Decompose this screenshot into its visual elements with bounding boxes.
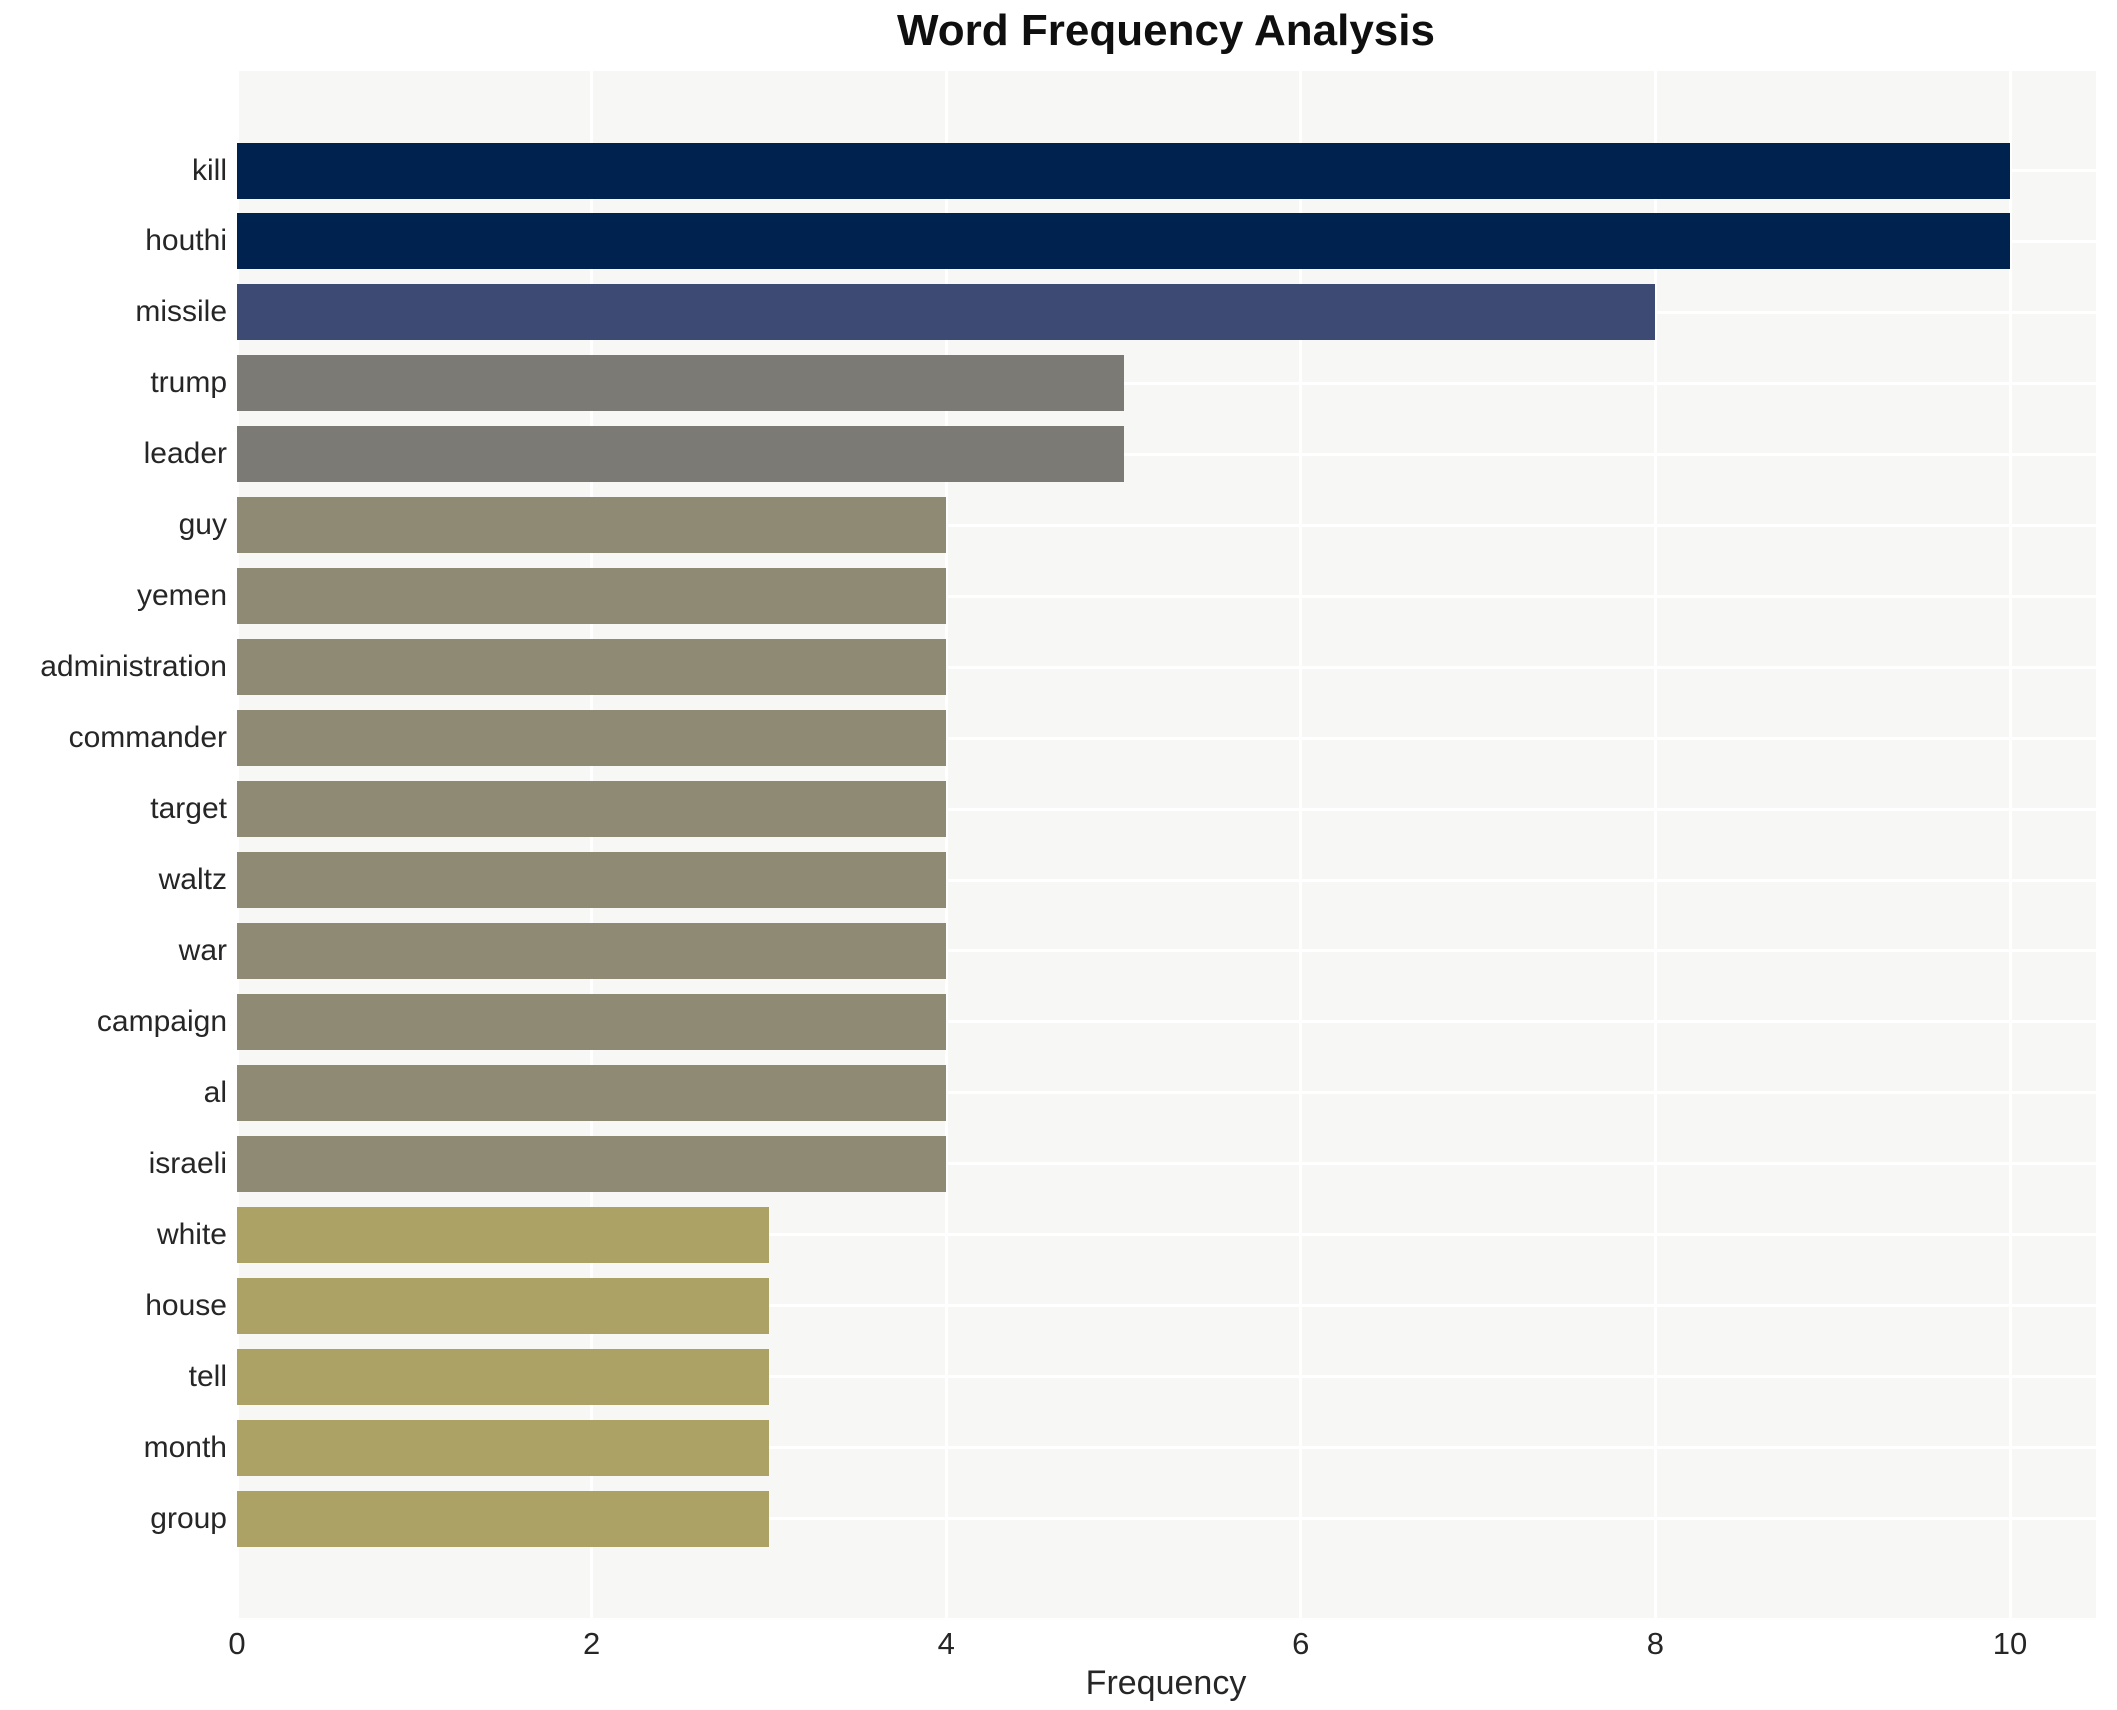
bar-israeli: [237, 1135, 947, 1192]
gridline-horizontal-trump: [237, 381, 2096, 385]
y-tick-label-administration: administration: [40, 650, 227, 684]
gridline-vertical-8: [1653, 71, 1657, 1618]
y-tick-label-tell: tell: [188, 1359, 227, 1393]
y-tick-label-war: war: [178, 933, 227, 967]
y-tick-label-yemen: yemen: [136, 579, 227, 613]
y-tick-label-month: month: [143, 1430, 227, 1464]
bar-administration: [237, 639, 947, 696]
y-tick-label-houthi: houthi: [145, 224, 227, 258]
bar-kill: [237, 142, 2010, 199]
gridline-horizontal-waltz: [237, 878, 2096, 882]
gridline-horizontal-commander: [237, 736, 2096, 740]
y-tick-label-group: group: [150, 1501, 227, 1535]
gridline-horizontal-group: [237, 1517, 2096, 1521]
plot-area: [235, 71, 2096, 1618]
y-tick-label-target: target: [150, 792, 227, 826]
y-tick-label-house: house: [145, 1288, 227, 1322]
gridline-horizontal-leader: [237, 452, 2096, 456]
y-tick-label-israeli: israeli: [148, 1146, 227, 1180]
gridline-vertical-6: [1299, 71, 1303, 1618]
bar-target: [237, 781, 947, 838]
gridline-vertical-10: [2008, 71, 2012, 1618]
y-tick-label-campaign: campaign: [96, 1004, 227, 1038]
gridline-horizontal-israeli: [237, 1162, 2096, 1166]
gridline-horizontal-campaign: [237, 1020, 2096, 1024]
bar-white: [237, 1206, 769, 1263]
x-axis-title: Frequency: [1085, 1664, 1247, 1702]
y-tick-label-waltz: waltz: [158, 863, 227, 896]
bar-guy: [237, 497, 947, 554]
x-tick-label-0: 0: [228, 1626, 246, 1661]
gridline-horizontal-war: [237, 949, 2096, 953]
bar-houthi: [237, 213, 2010, 270]
gridline-horizontal-house: [237, 1304, 2096, 1308]
y-tick-label-trump: trump: [150, 366, 227, 400]
gridline-horizontal-month: [237, 1446, 2096, 1450]
x-tick-label-4: 4: [937, 1626, 955, 1661]
y-tick-label-white: white: [156, 1217, 227, 1251]
gridline-vertical-4: [944, 71, 948, 1618]
gridline-horizontal-tell: [237, 1375, 2096, 1379]
gridline-horizontal-target: [237, 807, 2096, 811]
bar-missile: [237, 284, 1656, 341]
y-tick-label-commander: commander: [68, 721, 227, 755]
bar-tell: [237, 1348, 769, 1405]
gridline-vertical-0: [235, 71, 239, 1618]
bar-yemen: [237, 568, 947, 625]
bar-commander: [237, 710, 947, 767]
gridline-vertical-2: [590, 71, 594, 1618]
bar-al: [237, 1064, 947, 1121]
x-tick-label-2: 2: [582, 1626, 601, 1661]
y-tick-label-leader: leader: [143, 437, 227, 471]
y-tick-label-guy: guy: [178, 508, 227, 542]
gridline-horizontal-yemen: [237, 594, 2096, 598]
x-tick-label-8: 8: [1646, 1626, 1665, 1661]
gridline-horizontal-al: [237, 1091, 2096, 1095]
bar-waltz: [237, 852, 947, 908]
x-tick-label-6: 6: [1292, 1626, 1310, 1661]
bar-campaign: [237, 993, 947, 1050]
gridline-horizontal-guy: [237, 523, 2096, 527]
y-tick-label-al: al: [203, 1075, 227, 1109]
y-tick-label-kill: kill: [192, 153, 227, 187]
gridline-horizontal-administration: [237, 665, 2096, 669]
bar-war: [237, 922, 947, 979]
chart-title: Word Frequency Analysis: [897, 6, 1435, 55]
bar-house: [237, 1277, 769, 1334]
y-tick-label-missile: missile: [135, 295, 227, 329]
bar-month: [237, 1419, 769, 1476]
gridline-horizontal-white: [237, 1233, 2096, 1237]
x-tick-label-10: 10: [1992, 1626, 2028, 1661]
bar-trump: [237, 355, 1124, 412]
bar-group: [237, 1490, 769, 1547]
bar-leader: [237, 426, 1124, 483]
